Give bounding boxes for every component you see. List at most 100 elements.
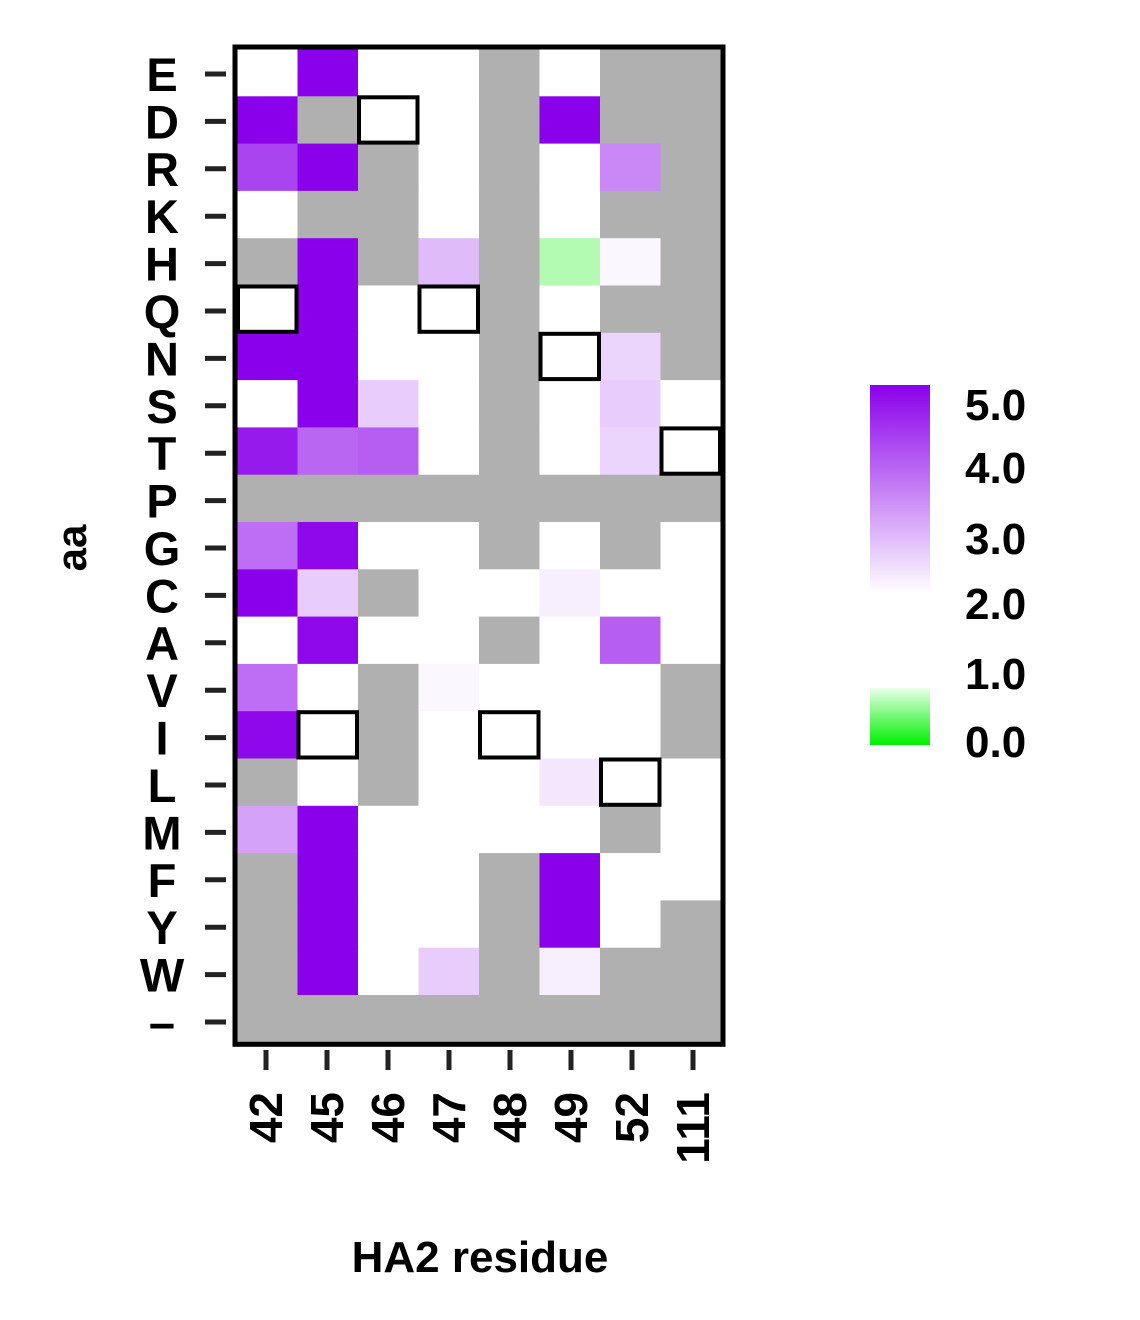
heatmap-cell-G-111 bbox=[660, 522, 722, 570]
heatmap-cell-V-111 bbox=[660, 663, 722, 712]
wildtype-markers bbox=[236, 95, 722, 807]
x-axis: 42 45 46 47 48 49 52 111 bbox=[240, 1050, 719, 1164]
heatmap-cell-K-111 bbox=[660, 190, 722, 239]
heatmap-cell-T-46 bbox=[358, 427, 420, 476]
heatmap-cell-Q-52 bbox=[600, 285, 662, 334]
heatmap-cell-Y-42 bbox=[237, 900, 299, 949]
heatmap-cell-*-45 bbox=[297, 995, 359, 1043]
y-tick-label: M bbox=[142, 806, 181, 859]
y-tick-label: H bbox=[145, 238, 179, 291]
heatmap-cell-*-46 bbox=[358, 995, 420, 1043]
heatmap-cell-N-47 bbox=[418, 332, 480, 381]
heatmap-cell-N-48 bbox=[479, 332, 541, 381]
heatmap-cell-N-46 bbox=[358, 332, 420, 381]
heatmap-cell-P-49 bbox=[539, 474, 601, 523]
heatmap-cell-R-46 bbox=[358, 143, 420, 192]
heatmap-cell-H-46 bbox=[358, 238, 420, 287]
heatmap-cell-H-48 bbox=[479, 238, 541, 287]
y-tick-label: V bbox=[146, 664, 178, 717]
heatmap-cell-S-111 bbox=[660, 380, 722, 428]
heatmap-cell-N-111 bbox=[660, 332, 722, 381]
heatmap-cell-I-45 bbox=[297, 711, 359, 760]
wildtype-box-I-45 bbox=[296, 710, 359, 760]
x-tick-label: 42 bbox=[240, 1092, 292, 1143]
heatmap-cell-E-111 bbox=[660, 49, 722, 97]
heatmap-cell-Y-46 bbox=[358, 900, 420, 949]
heatmap-cell-*-47 bbox=[418, 995, 480, 1043]
heatmap-cell-G-42 bbox=[237, 522, 299, 570]
heatmap-cell-M-45 bbox=[297, 805, 359, 854]
heatmap-cell-D-46 bbox=[358, 96, 420, 145]
heatmap-cells bbox=[237, 49, 722, 1043]
heatmap-cell-K-52 bbox=[600, 190, 662, 239]
colorbar-tick-label: 1.0 bbox=[965, 650, 1026, 699]
heatmap-cell-N-49 bbox=[539, 332, 601, 381]
heatmap-cell-K-48 bbox=[479, 190, 541, 239]
heatmap-cell-G-52 bbox=[600, 522, 662, 570]
heatmap-cell-I-111 bbox=[660, 711, 722, 760]
heatmap-cell-R-52 bbox=[600, 143, 662, 192]
heatmap-cell-K-47 bbox=[418, 190, 480, 239]
heatmap-cell-E-42 bbox=[237, 49, 299, 97]
heatmap-cell-Y-47 bbox=[418, 900, 480, 949]
heatmap-cell-A-47 bbox=[418, 616, 480, 665]
heatmap-cell-*-48 bbox=[479, 995, 541, 1043]
x-tick-label: 52 bbox=[606, 1092, 658, 1143]
heatmap-cell-F-52 bbox=[600, 853, 662, 901]
heatmap-cell-V-45 bbox=[297, 663, 359, 712]
heatmap-cell-G-49 bbox=[539, 522, 601, 570]
heatmap-cell-S-49 bbox=[539, 380, 601, 428]
heatmap-cell-C-49 bbox=[539, 569, 601, 618]
heatmap-cell-G-45 bbox=[297, 522, 359, 570]
heatmap-cell-Q-49 bbox=[539, 285, 601, 334]
heatmap-cell-F-47 bbox=[418, 853, 480, 901]
heatmap-cell-K-46 bbox=[358, 190, 420, 239]
heatmap-cell-R-45 bbox=[297, 143, 359, 192]
wildtype-box-Q-42 bbox=[236, 284, 299, 334]
y-tick-label: – bbox=[149, 996, 175, 1049]
heatmap-cell-S-42 bbox=[237, 380, 299, 428]
heatmap-cell-R-48 bbox=[479, 143, 541, 192]
y-tick-label: F bbox=[148, 854, 177, 907]
heatmap-cell-L-45 bbox=[297, 758, 359, 807]
heatmap-cell-*-52 bbox=[600, 995, 662, 1043]
heatmap-cell-G-48 bbox=[479, 522, 541, 570]
heatmap-cell-G-47 bbox=[418, 522, 480, 570]
heatmap-cell-L-47 bbox=[418, 758, 480, 807]
y-tick-label: N bbox=[145, 332, 179, 385]
heatmap-cell-T-48 bbox=[479, 427, 541, 476]
heatmap-cell-V-52 bbox=[600, 663, 662, 712]
heatmap-cell-H-47 bbox=[418, 238, 480, 287]
heatmap-cell-G-46 bbox=[358, 522, 420, 570]
heatmap-cell-L-42 bbox=[237, 758, 299, 807]
heatmap-cell-M-48 bbox=[479, 805, 541, 854]
heatmap-cell-F-49 bbox=[539, 853, 601, 901]
heatmap-cell-K-42 bbox=[237, 190, 299, 239]
heatmap-cell-E-49 bbox=[539, 49, 601, 97]
heatmap-cell-*-49 bbox=[539, 995, 601, 1043]
heatmap-cell-A-49 bbox=[539, 616, 601, 665]
heatmap-cell-F-46 bbox=[358, 853, 420, 901]
heatmap-cell-T-52 bbox=[600, 427, 662, 476]
heatmap-cell-Y-111 bbox=[660, 900, 722, 949]
wildtype-box-I-48 bbox=[478, 710, 541, 760]
heatmap-cell-H-111 bbox=[660, 238, 722, 287]
x-tick-label: 46 bbox=[362, 1092, 414, 1143]
heatmap-cell-E-52 bbox=[600, 49, 662, 97]
y-tick-label: G bbox=[144, 522, 181, 575]
heatmap-cell-D-49 bbox=[539, 96, 601, 145]
heatmap-cell-A-111 bbox=[660, 616, 722, 665]
heatmap-cell-D-42 bbox=[237, 96, 299, 145]
wildtype-box-N-49 bbox=[538, 331, 601, 382]
y-tick-label: S bbox=[146, 380, 177, 433]
heatmap-cell-E-47 bbox=[418, 49, 480, 97]
heatmap-cell-I-46 bbox=[358, 711, 420, 760]
colorbar-ticks: 5.0 4.0 3.0 2.0 1.0 0.0 bbox=[965, 381, 1026, 767]
heatmap-cell-*-111 bbox=[660, 995, 722, 1043]
colorbar-upper-gradient bbox=[870, 385, 930, 593]
heatmap-cell-F-111 bbox=[660, 853, 722, 901]
y-tick-label: K bbox=[145, 190, 179, 243]
heatmap-cell-I-48 bbox=[479, 711, 541, 760]
heatmap-cell-A-45 bbox=[297, 616, 359, 665]
heatmap-cell-W-49 bbox=[539, 947, 601, 996]
